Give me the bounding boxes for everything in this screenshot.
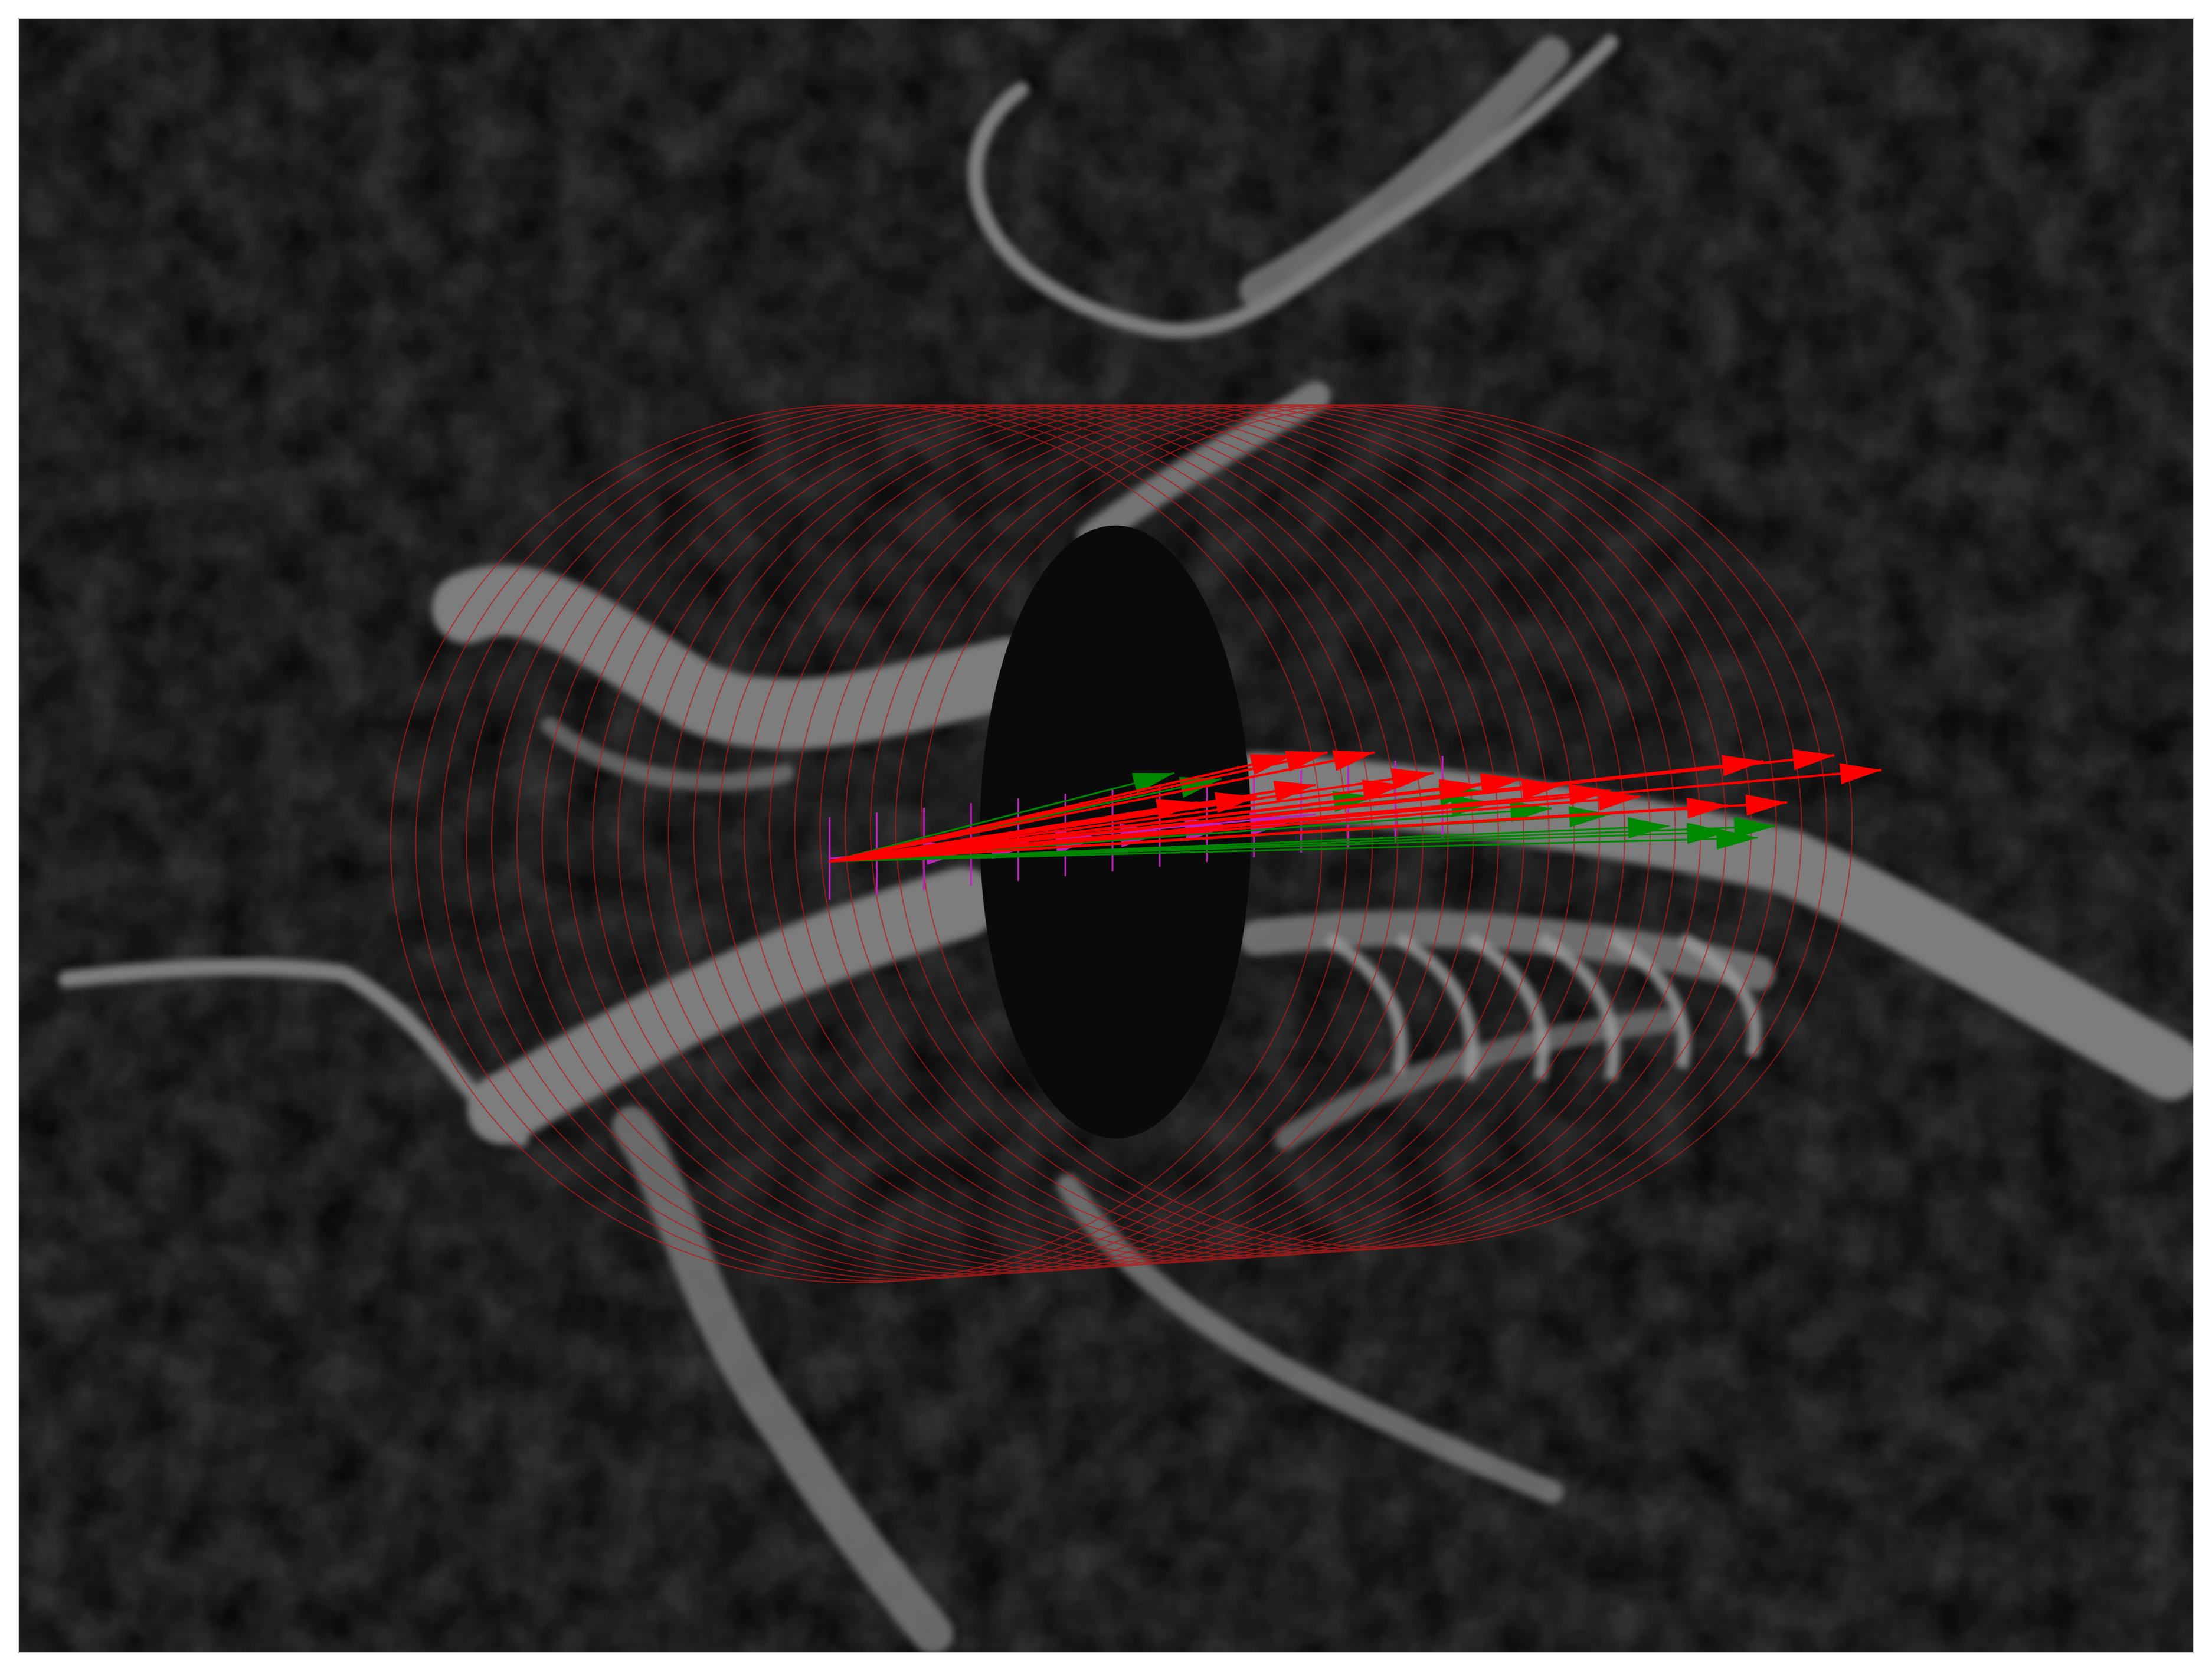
sweep-ellipse — [693, 404, 1626, 1263]
sweep-ellipse — [617, 404, 1550, 1269]
sweep-ellipse — [541, 404, 1474, 1273]
sweep-ellipse — [466, 404, 1398, 1279]
sweep-ellipse — [869, 404, 1802, 1251]
red-arrow — [829, 750, 1375, 863]
sweep-ellipse — [743, 404, 1676, 1260]
red-vector-arrows — [829, 749, 1882, 863]
red-arrow — [829, 794, 1788, 863]
green-arrow — [829, 828, 1758, 863]
sweep-ellipse — [516, 404, 1449, 1275]
sweep-ellipse — [920, 404, 1853, 1248]
scene-canvas — [19, 19, 2193, 1652]
sweep-ellipse — [718, 404, 1651, 1262]
sweep-ellipse — [794, 404, 1727, 1257]
sweep-ellipse — [490, 404, 1424, 1277]
sweep-ellipse — [440, 404, 1373, 1280]
grayscale-3d-structure — [58, 34, 2193, 1652]
green-arrow — [829, 817, 1776, 863]
image-frame — [18, 18, 2194, 1653]
sweep-ellipse — [895, 404, 1828, 1250]
red-arrow — [829, 763, 1882, 863]
sweep-ellipse — [567, 404, 1500, 1272]
red-arrow — [829, 789, 1640, 863]
ellipse-sweep-grid — [390, 404, 1853, 1283]
sweep-ellipse — [642, 404, 1575, 1267]
sweep-ellipse — [845, 404, 1777, 1253]
green-arrow — [829, 772, 1175, 863]
sweep-ellipse — [667, 404, 1601, 1265]
red-arrow — [829, 779, 1405, 863]
red-arrow — [829, 751, 1328, 863]
sweep-ellipse — [592, 404, 1524, 1270]
red-arrow — [829, 798, 1199, 863]
